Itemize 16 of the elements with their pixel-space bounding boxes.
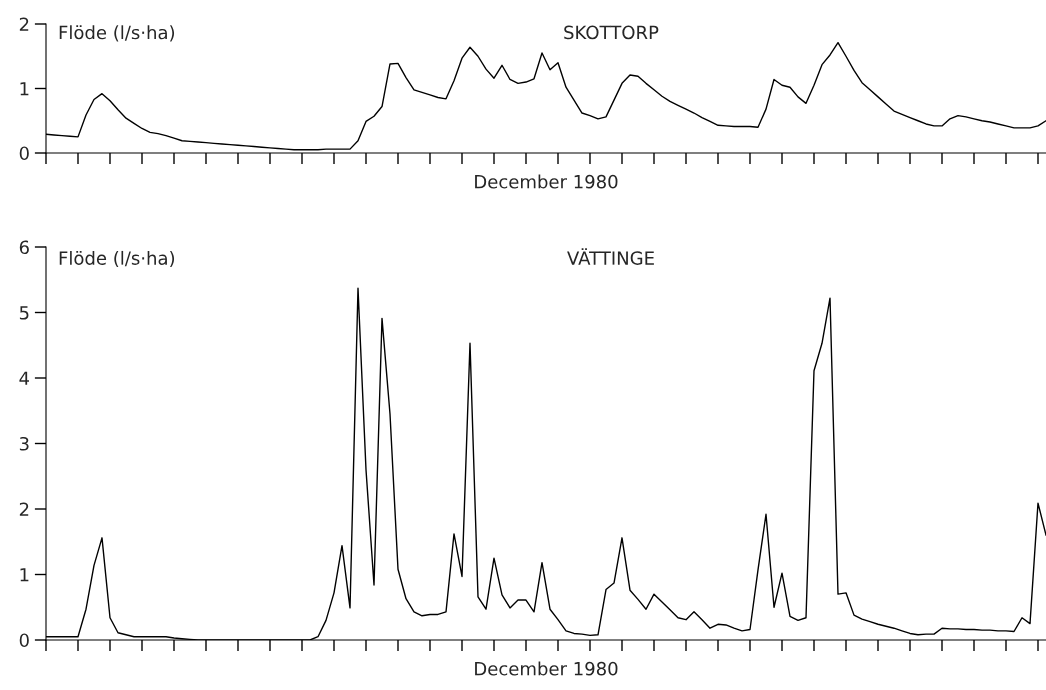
- y-tick-label: 5: [19, 306, 29, 320]
- y-tick-label: 3: [19, 436, 29, 451]
- y-tick-label: 1: [20, 568, 29, 582]
- y-tick-label: 6: [19, 240, 29, 255]
- y-tick-label: 1: [20, 82, 29, 96]
- chart-title: VÄTTINGE: [567, 248, 654, 265]
- y-tick-label: 2: [19, 502, 29, 516]
- y-tick-label: 0: [19, 633, 29, 648]
- y-tick-label: 4: [19, 371, 30, 385]
- x-axis-title: December 1980: [475, 174, 618, 189]
- y-axis-title: Flöde (l/s·ha): [59, 25, 175, 42]
- y-tick-label: 2: [19, 17, 29, 31]
- chart-title: SKOTTORP: [564, 25, 659, 40]
- x-axis-title: December 1980: [475, 661, 618, 676]
- y-tick-label: 0: [19, 146, 29, 161]
- y-axis-title: Flöde (l/s·ha): [59, 250, 175, 268]
